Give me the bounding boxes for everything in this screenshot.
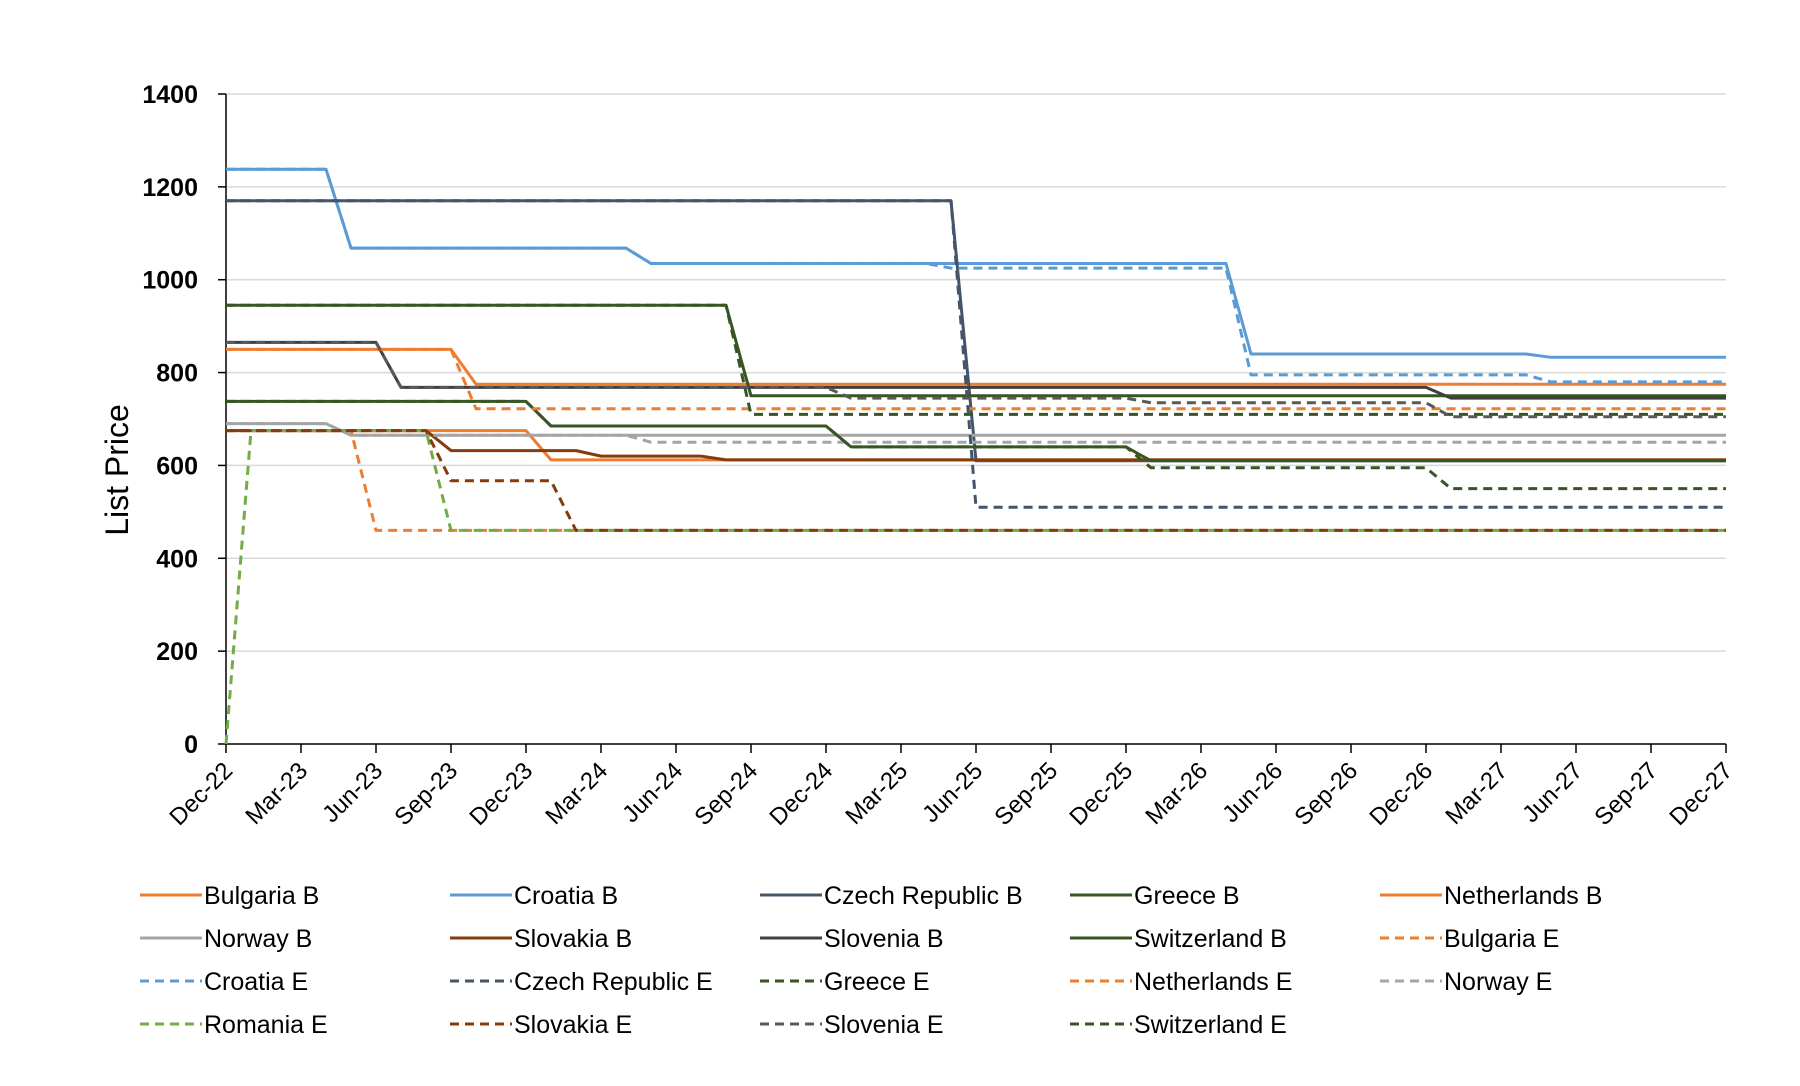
legend-label: Switzerland E (1134, 1011, 1287, 1039)
series-line-7 (226, 429, 1726, 462)
x-tick-label: Sep-27 (1589, 757, 1663, 831)
legend-item: Bulgaria E (1380, 925, 1559, 953)
series-line-12 (226, 199, 1726, 509)
legend-item: Czech Republic E (450, 968, 713, 996)
legend-label: Bulgaria B (204, 882, 319, 910)
legend-label: Croatia B (514, 882, 618, 910)
x-tick-label: Dec-22 (164, 757, 238, 831)
legend-label: Slovenia E (824, 1011, 944, 1039)
legend-item: Croatia B (450, 882, 618, 910)
gridlines (226, 93, 1726, 652)
legend-item: Slovenia B (760, 925, 944, 953)
legend-item: Greece B (1070, 882, 1240, 910)
axes (218, 93, 1727, 753)
x-tick-label: Jun-25 (917, 757, 988, 828)
x-tick-label: Sep-24 (689, 757, 763, 831)
legend-label: Norway E (1444, 968, 1552, 996)
series-line-17 (226, 429, 1726, 532)
legend-item: Norway E (1380, 968, 1552, 996)
legend-label: Romania E (204, 1011, 328, 1039)
legend-label: Greece B (1134, 882, 1240, 910)
legend-item: Switzerland E (1070, 1011, 1287, 1039)
legend-item: Bulgaria B (140, 882, 319, 910)
y-tick-label: 400 (156, 545, 198, 573)
legend-item: Greece E (760, 968, 930, 996)
x-tick-label: Dec-26 (1364, 757, 1438, 831)
y-tick-label: 1000 (142, 267, 198, 295)
series-line-15 (226, 422, 1726, 444)
x-tick-label: Mar-25 (840, 757, 913, 830)
legend: Bulgaria B Croatia B Czech Republic B Greec… (140, 882, 1602, 1039)
x-tick-label: Sep-25 (989, 757, 1063, 831)
x-tick-label: Dec-23 (464, 757, 538, 831)
legend-label: Croatia E (204, 968, 308, 996)
legend-item: Romania E (140, 1011, 328, 1039)
y-axis-title: List Price (99, 404, 135, 536)
legend-label: Slovenia B (824, 925, 944, 953)
series-lines (224, 167, 1726, 745)
legend-label: Norway B (204, 925, 312, 953)
legend-item: Netherlands E (1070, 968, 1292, 996)
legend-label: Greece E (824, 968, 930, 996)
legend-item: Switzerland B (1070, 925, 1287, 953)
series-line-4 (226, 303, 1726, 398)
legend-label: Czech Republic B (824, 882, 1023, 910)
series-line-13 (226, 303, 1726, 416)
legend-label: Netherlands E (1134, 968, 1292, 996)
legend-item: Croatia E (140, 968, 308, 996)
series-line-3 (226, 199, 1726, 463)
legend-item: Norway B (140, 925, 312, 953)
series-line-10 (226, 347, 1726, 411)
x-tick-label: Mar-23 (240, 757, 313, 830)
x-tick-label: Jun-26 (1217, 757, 1288, 828)
legend-label: Czech Republic E (514, 968, 713, 996)
x-tick-label: Dec-25 (1064, 757, 1138, 831)
x-tick-label: Jun-24 (617, 757, 688, 828)
series-line-11 (226, 167, 1726, 384)
y-tick-label: 200 (156, 638, 198, 666)
x-tick-label: Jun-27 (1517, 757, 1588, 828)
legend-item: Slovakia E (450, 1011, 632, 1039)
x-tick-label: Sep-23 (389, 757, 463, 831)
y-tick-label: 800 (156, 360, 198, 388)
series-line-19 (226, 399, 1726, 491)
y-tick-label: 0 (184, 731, 198, 759)
x-tick-label: Sep-26 (1289, 757, 1363, 831)
series-line-2 (226, 167, 1726, 359)
y-tick-labels: 0 200 400 600 800 1000 1200 1400 (142, 81, 198, 759)
x-tick-label: Mar-24 (540, 757, 613, 830)
legend-label: Slovakia B (514, 925, 632, 953)
x-tick-label: Dec-27 (1664, 757, 1738, 831)
x-tick-label: Mar-26 (1140, 757, 1213, 830)
legend-item: Slovenia E (760, 1011, 944, 1039)
legend-item: Slovakia B (450, 925, 632, 953)
y-tick-label: 1400 (142, 81, 198, 109)
x-tick-label: Mar-27 (1440, 757, 1513, 830)
x-tick-label: Dec-24 (764, 757, 838, 831)
y-tick-label: 600 (156, 452, 198, 480)
x-tick-labels: Dec-22 Mar-23 Jun-23 Sep-23 Dec-23 Mar-24 Jun-… (164, 757, 1738, 831)
legend-label: Bulgaria E (1444, 925, 1559, 953)
legend-label: Slovakia E (514, 1011, 632, 1039)
x-tick-label: Jun-23 (317, 757, 388, 828)
legend-item: Netherlands B (1380, 882, 1602, 910)
legend-item: Czech Republic B (760, 882, 1023, 910)
series-line-16 (224, 429, 1726, 745)
legend-label: Netherlands B (1444, 882, 1602, 910)
y-tick-label: 1200 (142, 174, 198, 202)
legend-label: Switzerland B (1134, 925, 1287, 953)
